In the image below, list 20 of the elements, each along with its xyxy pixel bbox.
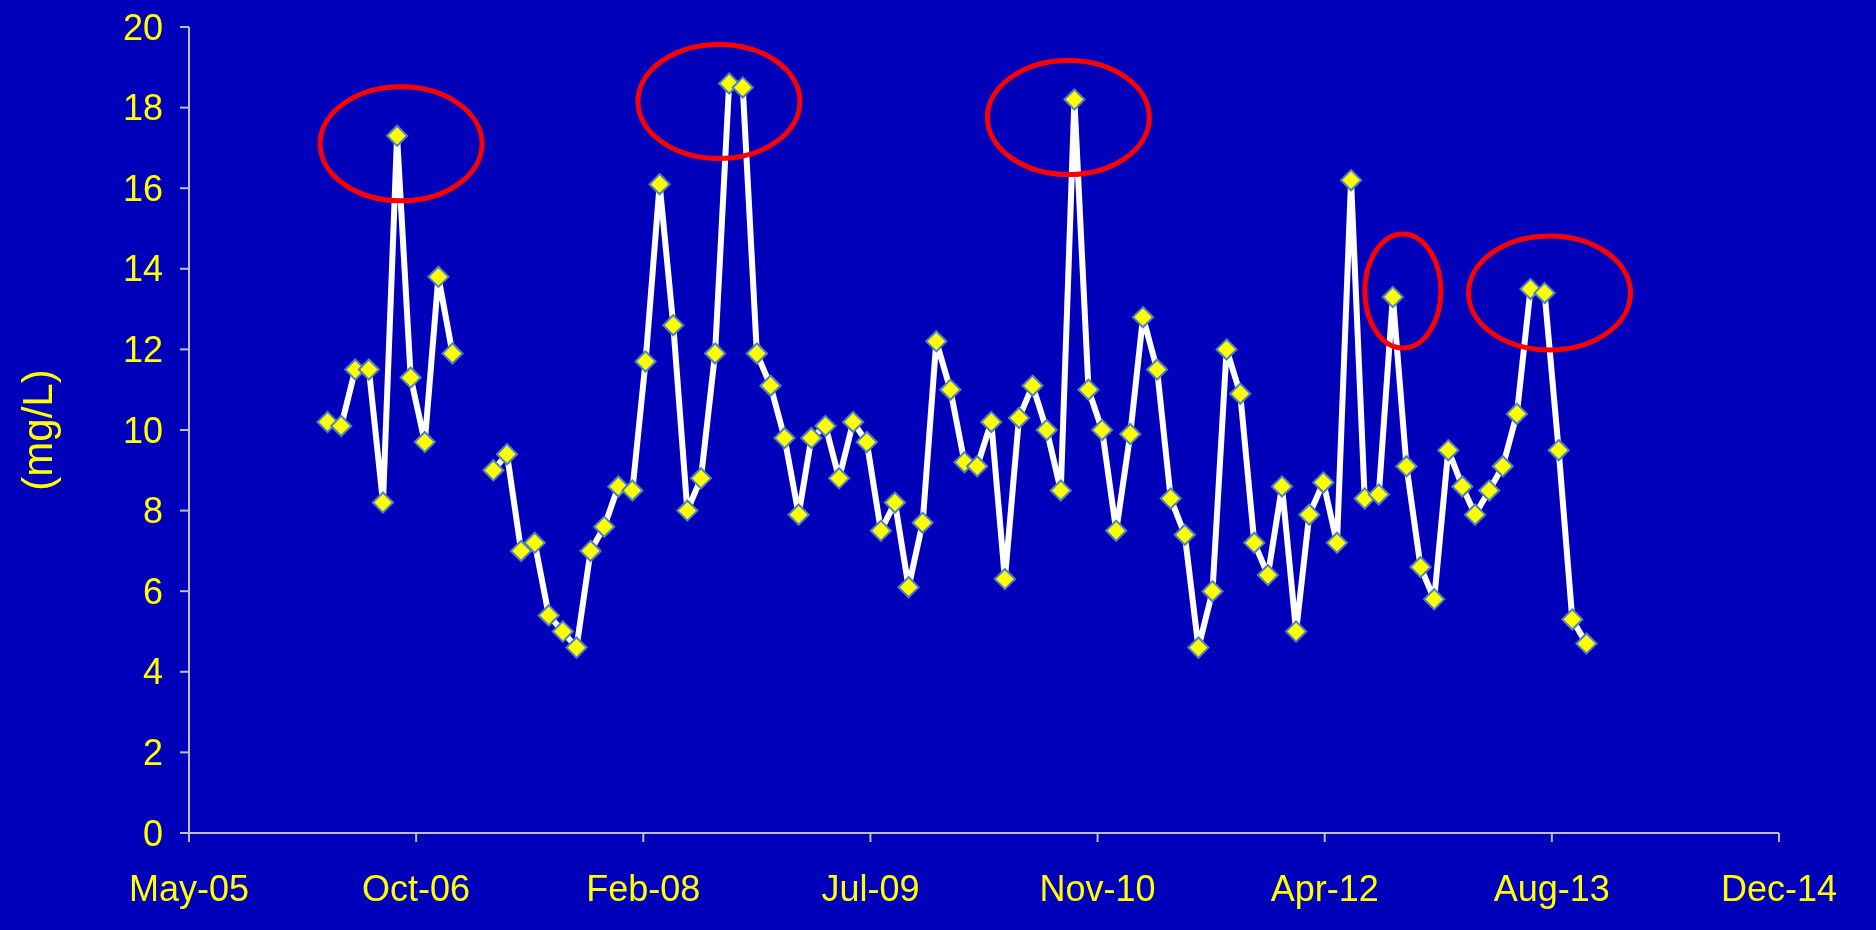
- y-tick-label: 0: [142, 812, 163, 854]
- y-tick-label: 10: [122, 409, 163, 451]
- x-tick-label: Oct-06: [362, 868, 471, 909]
- y-tick-label: 8: [142, 490, 163, 532]
- y-tick-label: 12: [122, 329, 163, 370]
- x-tick-label: Dec-14: [1720, 868, 1838, 909]
- y-axis-title: (mg/L): [14, 369, 61, 491]
- x-tick-label: May-05: [128, 868, 250, 909]
- x-tick-label: Feb-08: [586, 868, 701, 909]
- y-tick-label: 18: [122, 87, 163, 129]
- y-tick-label: 4: [142, 651, 163, 693]
- y-tick-label: 2: [142, 732, 163, 773]
- x-tick-label: Nov-10: [1039, 868, 1156, 909]
- x-tick-label: Aug-13: [1493, 868, 1610, 909]
- x-tick-label: Apr-12: [1270, 868, 1379, 909]
- y-tick-label: 16: [122, 167, 163, 209]
- y-tick-label: 20: [122, 6, 163, 48]
- y-tick-label: 14: [122, 248, 163, 290]
- y-tick-label: 6: [142, 570, 163, 612]
- x-tick-label: Jul-09: [821, 868, 920, 909]
